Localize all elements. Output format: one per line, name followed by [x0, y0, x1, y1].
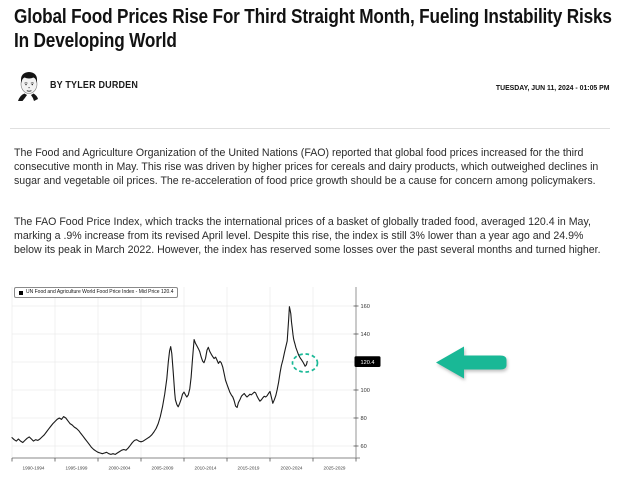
y-tick-label: 160: [361, 304, 370, 310]
chart-canvas: 160 140 100 80 60 1990-1994 1995-1999 2000-2004…: [11, 287, 381, 471]
paragraph-2: The FAO Food Price Index, which tracks t…: [14, 216, 601, 257]
highlight-circle-annotation: [291, 353, 319, 373]
page-title-text: Global Food Prices Rise For Third Straig…: [14, 6, 612, 52]
divider: [10, 128, 610, 129]
x-tick-label: 1990-1994: [23, 466, 45, 471]
teal-arrow-annotation: [434, 344, 508, 381]
x-tick-label: 1995-1999: [66, 466, 88, 471]
last-price-label: 120.4: [361, 360, 375, 366]
author-byline[interactable]: BY TYLER DURDEN: [50, 80, 139, 91]
legend-label: UN Food and Agriculture World Food Price…: [26, 289, 174, 295]
tyler-durden-portrait-icon: [18, 72, 38, 101]
fao-price-chart: UN Food and Agriculture World Food Price…: [8, 283, 408, 483]
paragraph-1: The Food and Agriculture Organization of…: [14, 147, 599, 188]
x-tick-label: 2015-2019: [238, 466, 260, 471]
y-tick-label: 60: [361, 444, 367, 450]
left-arrow-icon: [436, 346, 507, 379]
x-tick-label: 2020-2024: [281, 466, 303, 471]
x-tick-label: 2005-2009: [152, 466, 174, 471]
chart-legend: UN Food and Agriculture World Food Price…: [14, 287, 179, 298]
author-avatar[interactable]: [16, 70, 42, 102]
last-price-badge: 120.4: [354, 356, 381, 367]
price-line-series: [11, 306, 308, 455]
chart-ticks-and-labels: 160 140 100 80 60 1990-1994 1995-1999 2000-2004…: [11, 304, 370, 471]
x-tick-label: 2025-2029: [324, 466, 346, 471]
article-date: TUESDAY, JUN 11, 2024 - 01:05 PM: [496, 83, 610, 92]
y-tick-label: 100: [361, 388, 370, 394]
x-tick-label: 2010-2014: [195, 466, 217, 471]
page-title: Global Food Prices Rise For Third Straig…: [14, 5, 614, 53]
x-tick-label: 2000-2004: [109, 466, 131, 471]
chart-gridlines: [11, 287, 357, 458]
y-tick-label: 140: [361, 332, 370, 338]
legend-marker-icon: [19, 290, 23, 295]
y-tick-label: 80: [361, 416, 367, 422]
byline-row: BY TYLER DURDEN TUESDAY, JUN 11, 2024 - …: [14, 68, 610, 104]
